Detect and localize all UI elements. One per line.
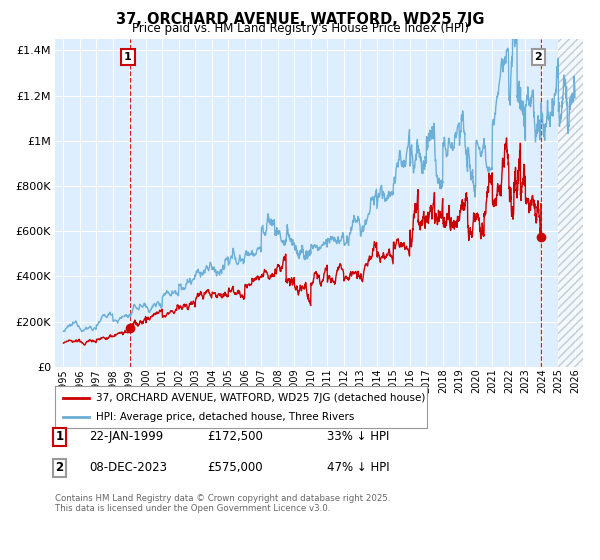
Text: 2: 2 bbox=[55, 461, 64, 474]
Text: £172,500: £172,500 bbox=[207, 430, 263, 444]
Bar bbox=[559, 39, 583, 367]
Text: HPI: Average price, detached house, Three Rivers: HPI: Average price, detached house, Thre… bbox=[96, 412, 355, 422]
Text: 08-DEC-2023: 08-DEC-2023 bbox=[89, 461, 167, 474]
Text: 1: 1 bbox=[124, 52, 132, 62]
Text: 2: 2 bbox=[535, 52, 542, 62]
Text: Price paid vs. HM Land Registry's House Price Index (HPI): Price paid vs. HM Land Registry's House … bbox=[131, 22, 469, 35]
Text: 1: 1 bbox=[55, 430, 64, 444]
Text: Contains HM Land Registry data © Crown copyright and database right 2025.
This d: Contains HM Land Registry data © Crown c… bbox=[55, 494, 391, 514]
Text: 22-JAN-1999: 22-JAN-1999 bbox=[89, 430, 163, 444]
Text: 37, ORCHARD AVENUE, WATFORD, WD25 7JG (detached house): 37, ORCHARD AVENUE, WATFORD, WD25 7JG (d… bbox=[96, 393, 425, 403]
Text: 33% ↓ HPI: 33% ↓ HPI bbox=[327, 430, 389, 444]
Text: 47% ↓ HPI: 47% ↓ HPI bbox=[327, 461, 389, 474]
Text: £575,000: £575,000 bbox=[207, 461, 263, 474]
Text: 37, ORCHARD AVENUE, WATFORD, WD25 7JG: 37, ORCHARD AVENUE, WATFORD, WD25 7JG bbox=[116, 12, 484, 27]
